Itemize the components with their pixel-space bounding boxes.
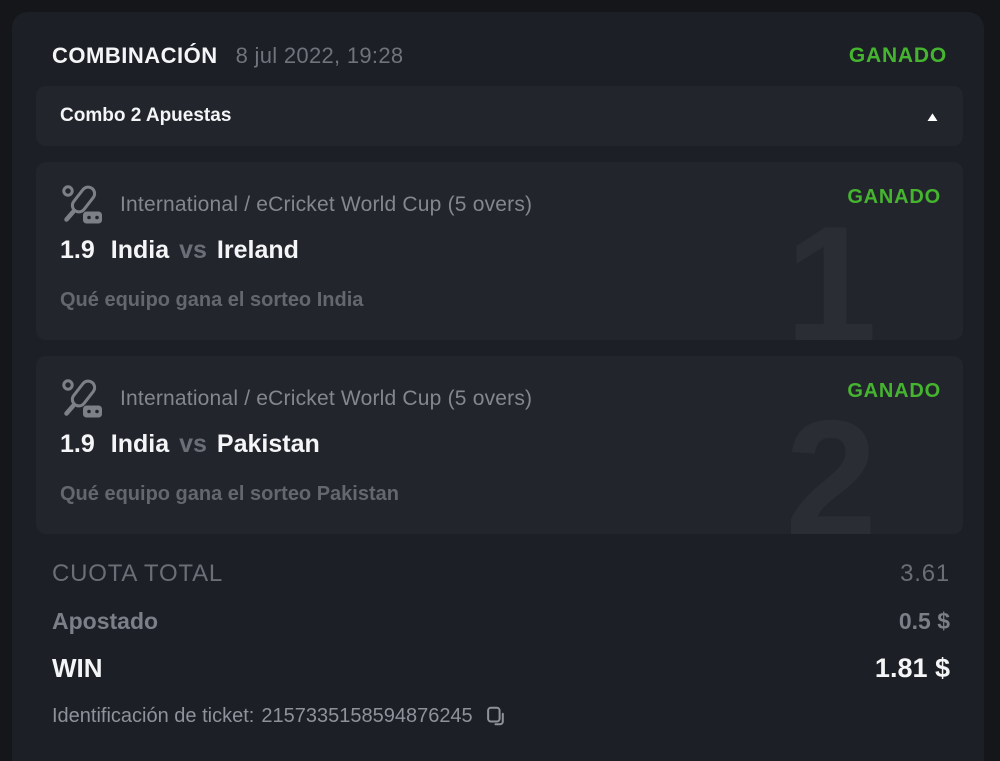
league-label: International / eCricket World Cup (5 ov… [120,387,533,410]
stake-value: 0.5 $ [898,608,950,634]
total-odds-label: CUOTA TOTAL [52,560,224,587]
bet-leg-card-2: 2 GANADO International / eCricket World … [36,356,963,534]
odds-value: 1.9 [60,236,95,264]
stake-label: Apostado [52,608,159,634]
ticket-id-value: 2157335158594876245 [261,704,473,727]
total-odds-value: 3.61 [900,560,950,587]
league-row: International / eCricket World Cup (5 ov… [60,378,939,420]
leg-status-badge: GANADO [847,186,941,208]
home-team-name: India [110,430,170,458]
market-description: Qué equipo gana el sorteo Pakistan [60,483,399,505]
chevron-up-icon: ▲ [924,108,941,124]
bet-type-label: COMBINACIÓN [52,43,218,68]
ticket-id-row: Identificación de ticket: 21573351585948… [36,704,963,728]
home-team-name: India [110,236,170,264]
away-team-name: Ireland [216,236,299,264]
ticket-id-label: Identificación de ticket: [52,704,255,727]
market-description: Qué equipo gana el sorteo India [60,289,364,311]
total-odds-row: CUOTA TOTAL 3.61 [36,560,963,588]
bet-datetime: 8 jul 2022, 19:28 [235,43,404,68]
combo-label: Combo 2 Apuestas [60,105,232,126]
copy-icon [486,706,504,726]
ecricket-icon [62,185,102,224]
odds-value: 1.9 [60,430,95,458]
stake-row: Apostado 0.5 $ [36,608,963,635]
win-value: 1.81 $ [874,653,950,683]
match-row: 1.9 India vs Ireland [60,236,939,265]
copy-ticket-id-button[interactable] [483,704,507,728]
ecricket-icon [62,379,102,418]
leg-status-badge: GANADO [847,380,941,402]
bet-slip-panel: COMBINACIÓN 8 jul 2022, 19:28 GANADO Com… [12,12,984,761]
leg-number-watermark: 1 [785,192,877,341]
bet-status-badge: GANADO [848,44,947,67]
away-team-name: Pakistan [216,430,320,458]
leg-number-watermark: 2 [785,386,877,535]
vs-label: vs [179,236,207,264]
win-row: WIN 1.81 $ [36,653,963,684]
win-label: WIN [52,653,103,683]
match-row: 1.9 India vs Pakistan [60,430,939,459]
league-label: International / eCricket World Cup (5 ov… [120,193,533,216]
combo-accordion-toggle[interactable]: Combo 2 Apuestas ▲ [36,86,963,146]
bet-header: COMBINACIÓN 8 jul 2022, 19:28 GANADO [36,32,963,72]
league-row: International / eCricket World Cup (5 ov… [60,184,939,226]
vs-label: vs [179,430,207,458]
bet-leg-card-1: 1 GANADO International / eCricket World … [36,162,963,340]
